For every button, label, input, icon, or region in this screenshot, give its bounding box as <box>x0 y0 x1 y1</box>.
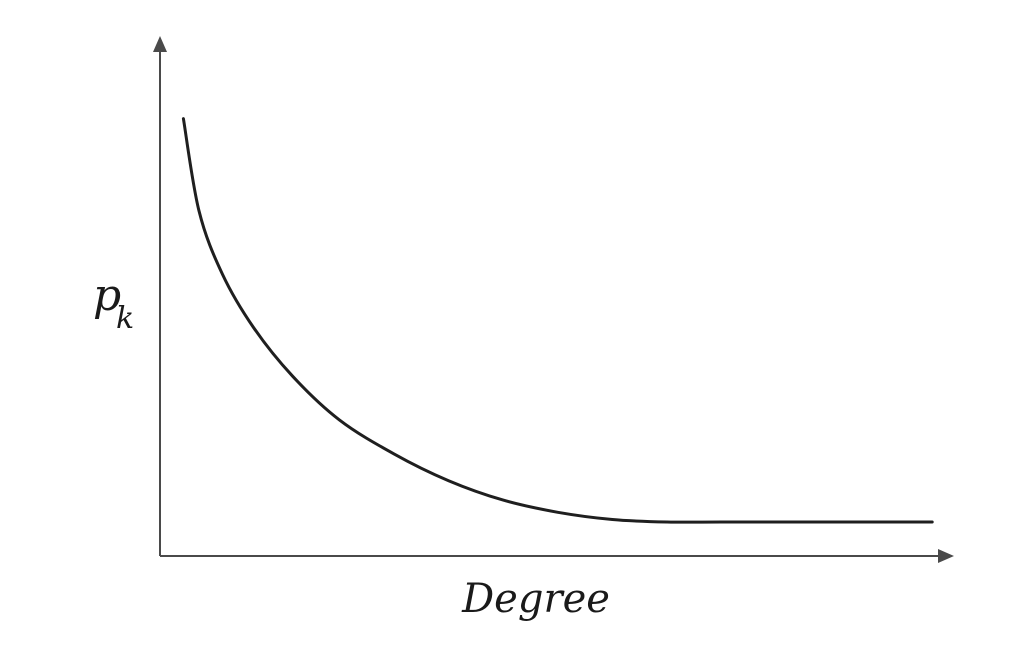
series-line <box>181 117 934 524</box>
y-axis-label: p k <box>93 270 134 336</box>
y-axis-label-main: p <box>93 270 121 321</box>
x-axis-label: Degree <box>461 576 610 622</box>
x-axis-arrow <box>938 549 954 563</box>
y-axis-arrow <box>153 36 167 52</box>
y-axis-label-subscript: k <box>116 301 134 336</box>
y-axis <box>153 36 167 556</box>
x-axis <box>160 549 954 563</box>
